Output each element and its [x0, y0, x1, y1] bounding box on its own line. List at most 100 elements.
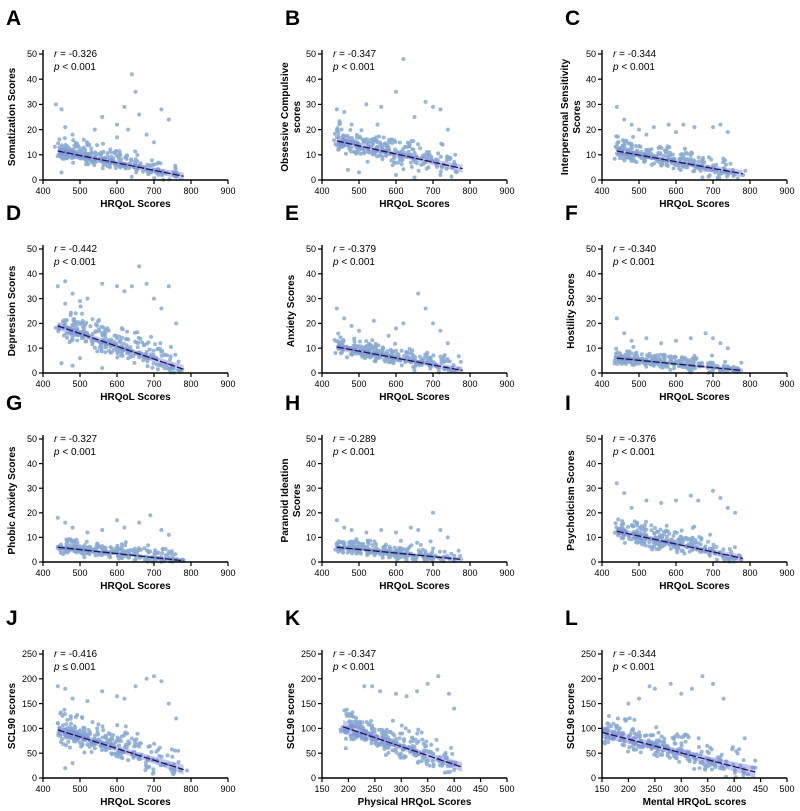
data-point: [379, 528, 384, 532]
y-tick-label: 0: [32, 175, 37, 185]
x-tick-label: 700: [146, 568, 161, 578]
scatter-points: [55, 513, 186, 564]
data-point: [415, 540, 420, 545]
data-point: [174, 716, 179, 721]
data-point: [108, 344, 113, 349]
data-point: [416, 362, 421, 367]
data-point: [412, 175, 417, 180]
data-point: [70, 132, 75, 137]
data-point: [339, 127, 344, 132]
data-point: [166, 532, 171, 537]
data-point: [146, 744, 151, 749]
x-tick-label: 500: [351, 186, 366, 196]
data-point: [124, 549, 128, 554]
data-point: [703, 767, 708, 772]
data-point: [658, 352, 663, 357]
data-point: [144, 676, 149, 681]
data-point: [69, 721, 73, 726]
y-tick-label: 30: [306, 483, 316, 493]
data-point: [88, 158, 93, 163]
data-point: [446, 368, 451, 373]
x-tick-label: 400: [594, 568, 609, 578]
data-point: [120, 556, 125, 561]
x-tick-label: 800: [183, 784, 198, 794]
data-point: [629, 338, 634, 343]
data-point: [409, 351, 414, 356]
data-point: [349, 122, 354, 127]
r-value: r = -0.289: [333, 434, 377, 445]
p-value: p < 0.001: [612, 62, 655, 73]
data-point: [627, 349, 632, 354]
data-point: [90, 331, 95, 336]
x-tick-label: 400: [314, 186, 329, 196]
p-value: p < 0.001: [332, 257, 375, 268]
data-point: [674, 498, 678, 503]
data-point: [436, 674, 441, 679]
data-point: [690, 525, 695, 530]
y-tick-label: 20: [306, 125, 316, 135]
x-tick-label: 800: [183, 379, 198, 389]
x-tick-label: 500: [779, 784, 794, 794]
data-point: [353, 719, 358, 724]
r-value: r = -0.347: [333, 649, 377, 660]
data-point: [718, 122, 723, 127]
data-point: [672, 741, 677, 746]
panel-d: D 0 10 20 30 40 50 400 500 600 700 800 900 HRQoL Scor…: [6, 202, 236, 403]
data-point: [672, 156, 677, 161]
p-value: p < 0.001: [612, 447, 655, 458]
x-tick-label: 450: [473, 784, 488, 794]
data-point: [343, 746, 348, 751]
data-point: [71, 160, 76, 165]
data-point: [75, 540, 80, 545]
data-point: [63, 125, 68, 130]
data-point: [438, 528, 443, 532]
data-point: [166, 284, 171, 289]
y-tick-label: 10: [306, 343, 316, 353]
data-point: [411, 365, 416, 369]
data-point: [144, 132, 149, 137]
data-point: [157, 753, 162, 758]
data-point: [85, 296, 90, 301]
data-point: [132, 360, 137, 365]
data-point: [402, 555, 407, 559]
data-point: [335, 126, 340, 131]
data-point: [706, 362, 711, 367]
panel-letter: D: [6, 202, 21, 225]
r-value: r = -0.344: [613, 49, 657, 60]
data-point: [416, 142, 420, 147]
data-point: [415, 731, 420, 736]
data-point: [97, 345, 102, 350]
x-axis-title: HRQoL Scores: [100, 797, 171, 808]
data-point: [80, 742, 85, 747]
data-point: [616, 140, 621, 144]
data-point: [653, 526, 657, 530]
data-point: [654, 725, 659, 730]
data-point: [92, 345, 97, 350]
data-point: [629, 143, 634, 147]
data-point: [668, 367, 673, 372]
data-point: [155, 161, 160, 166]
data-point: [56, 326, 61, 331]
data-point: [709, 747, 714, 752]
data-point: [103, 331, 108, 336]
data-point: [696, 155, 701, 160]
data-point: [433, 361, 438, 366]
data-point: [129, 284, 134, 289]
data-point: [659, 163, 664, 168]
data-point: [692, 169, 697, 173]
data-point: [337, 341, 342, 346]
data-point: [394, 691, 398, 696]
data-point: [85, 699, 90, 704]
x-tick-label: 500: [351, 379, 366, 389]
data-point: [377, 142, 382, 147]
data-point: [438, 328, 443, 333]
data-point: [390, 718, 395, 723]
y-tick-label: 200: [581, 674, 596, 684]
data-point: [631, 345, 636, 349]
y-tick-label: 50: [27, 49, 37, 59]
data-point: [667, 755, 672, 760]
data-point: [147, 163, 152, 168]
x-tick-label: 700: [425, 568, 440, 578]
data-point: [131, 354, 136, 358]
data-point: [336, 142, 341, 147]
